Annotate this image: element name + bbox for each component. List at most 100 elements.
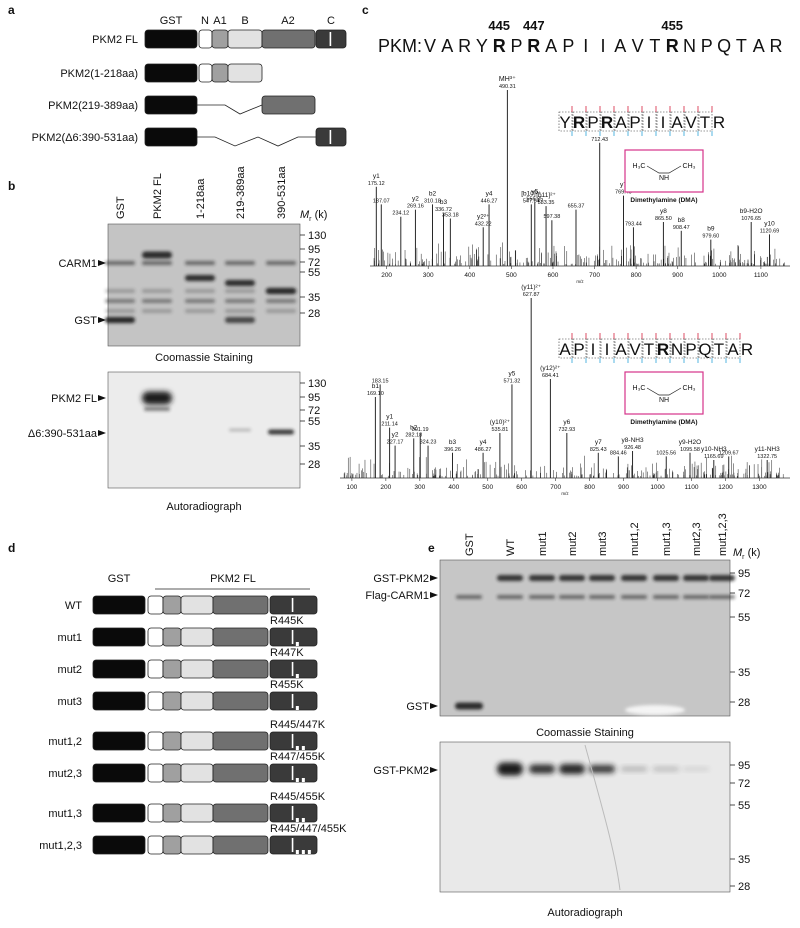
residue: R [458, 36, 471, 56]
domain-b [180, 627, 214, 647]
site-number: 445 [488, 18, 510, 33]
gel-band [683, 767, 709, 771]
domain-label: A2 [281, 15, 294, 27]
gel-band [225, 309, 255, 313]
ion-label: y10-NH3 [701, 446, 727, 453]
peptide-residue: A [671, 113, 683, 132]
domain-n [198, 63, 213, 83]
gel-scratch [584, 744, 621, 891]
row-label: mut3 [58, 696, 82, 708]
peak-label: 234.12 [392, 211, 409, 217]
x-axis-label: m/z [576, 279, 584, 284]
ion-label: y11-NH3 [755, 446, 781, 453]
dma-bonds [646, 387, 682, 396]
peak-label: 684.41 [542, 373, 559, 379]
marker-label: 95 [738, 568, 750, 580]
x-tick-label: 1000 [650, 484, 665, 491]
marker-label: 55 [738, 800, 750, 812]
gel-band [709, 575, 735, 581]
band-label: CARM1 [58, 258, 97, 270]
peak-label: 169.10 [367, 391, 384, 397]
domain-b [180, 835, 214, 855]
ion-label: y7 [620, 182, 627, 189]
mutation-notch [295, 778, 299, 782]
deletion-line [197, 104, 263, 115]
ion-label: y2 [392, 432, 399, 439]
ion-label: b2 [429, 190, 437, 197]
gel-band [225, 317, 255, 323]
gel-coomassie [439, 559, 731, 717]
mutation-notch [295, 642, 299, 646]
residue: I [583, 36, 588, 56]
residue: V [424, 36, 436, 56]
mutation-label: R445/447K [270, 719, 326, 731]
x-tick-label: 400 [448, 484, 459, 491]
peptide-residue: N [671, 340, 683, 359]
peak-label: 446.27 [481, 198, 498, 204]
gel-band [142, 251, 172, 259]
gel-band [229, 428, 251, 432]
gel-band [266, 309, 296, 313]
domain-a1 [162, 803, 182, 823]
marker-label: 28 [738, 881, 750, 893]
domain-c [269, 731, 318, 751]
band-arrow [98, 317, 106, 323]
gel-band [225, 299, 255, 303]
gel-band [105, 317, 135, 323]
gel-band [185, 289, 215, 293]
x-tick-label: 600 [548, 272, 559, 279]
domain-b [180, 803, 214, 823]
gel-band [185, 261, 215, 265]
domain-a1 [162, 731, 182, 751]
ion-label: y10 [764, 220, 775, 227]
residue: P [562, 36, 574, 56]
band-label: PKM2 FL [51, 393, 97, 405]
peak-label: 732.93 [558, 427, 575, 433]
residue: Q [717, 36, 731, 56]
marker-label: 35 [308, 441, 320, 453]
fragment-box [558, 111, 573, 132]
domain-a2 [212, 835, 269, 855]
peak-label: 571.32 [504, 378, 521, 384]
row-label: mut1,2,3 [39, 840, 82, 852]
marker-label: 28 [308, 308, 320, 320]
gel-band [225, 280, 255, 286]
fragment-box [670, 338, 685, 359]
mutation-label: R445/455K [270, 791, 326, 803]
gel-autoradiograph [107, 371, 301, 489]
domain-a2 [212, 803, 269, 823]
marker-label: 95 [738, 760, 750, 772]
domain-n [147, 835, 164, 855]
lane-label: mut3 [597, 532, 609, 556]
residue: R [493, 36, 506, 56]
residue: R [666, 36, 679, 56]
row-label: mut1,3 [48, 808, 82, 820]
marker-label: 35 [738, 854, 750, 866]
mutation-label: R445/447/455K [270, 823, 347, 835]
lane-label: 219-389aa [235, 166, 247, 219]
mutation-label: R455K [270, 679, 304, 691]
mutation-notch [301, 818, 305, 822]
domain-a1 [162, 835, 182, 855]
domain-n [147, 731, 164, 751]
x-tick-label: 1300 [752, 484, 767, 491]
peak-label: 183.15 [372, 378, 389, 384]
ion-label: b9 [707, 226, 715, 233]
peak-label: 187.07 [373, 198, 390, 204]
gel-band [621, 767, 647, 771]
x-tick-label: 1100 [685, 484, 699, 491]
domain-a2 [212, 731, 269, 751]
domain-a1 [162, 595, 182, 615]
lane-label: mut2,3 [691, 522, 703, 556]
dma-middle: NH [659, 175, 669, 182]
fragment-box [600, 111, 615, 132]
fragment-box [684, 111, 699, 132]
residue: P [510, 36, 522, 56]
mr-label: Mr (k) [300, 209, 327, 223]
domain-a2 [261, 29, 316, 49]
mutation-label: R445K [270, 615, 304, 627]
dma-box [624, 371, 704, 415]
domain-a1 [162, 691, 182, 711]
domain-c [269, 595, 318, 615]
x-tick-label: 300 [423, 272, 434, 279]
